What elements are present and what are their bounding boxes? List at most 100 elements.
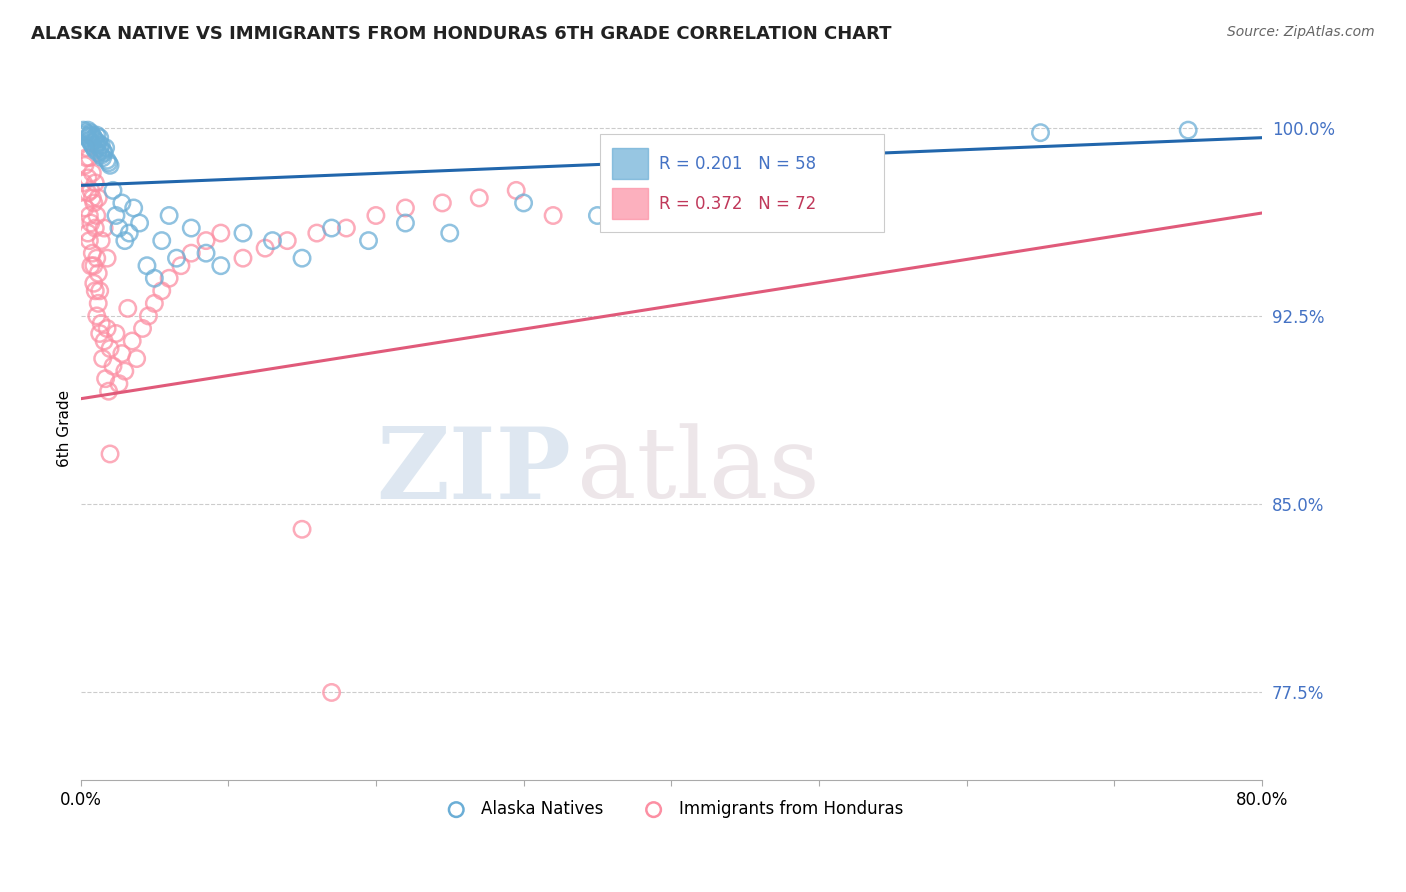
Point xyxy=(89,326,111,341)
Point xyxy=(291,251,314,265)
Point xyxy=(541,209,564,223)
Point xyxy=(77,226,100,240)
Point xyxy=(89,284,111,298)
Point xyxy=(209,226,232,240)
Point xyxy=(439,226,461,240)
Point xyxy=(195,246,218,260)
Point xyxy=(73,128,96,143)
Point xyxy=(82,191,104,205)
Point xyxy=(86,309,108,323)
Point xyxy=(83,130,105,145)
Point xyxy=(84,221,107,235)
Point xyxy=(83,141,105,155)
Text: R = 0.201   N = 58: R = 0.201 N = 58 xyxy=(659,155,817,173)
Point xyxy=(75,126,97,140)
Point xyxy=(468,191,491,205)
Point xyxy=(77,123,100,137)
Point xyxy=(97,384,120,399)
Point xyxy=(108,221,131,235)
Point xyxy=(91,151,114,165)
Point xyxy=(254,241,277,255)
Point xyxy=(79,234,101,248)
Point xyxy=(96,251,118,265)
Point xyxy=(79,209,101,223)
Point xyxy=(118,226,141,240)
Legend: Alaska Natives, Immigrants from Honduras: Alaska Natives, Immigrants from Honduras xyxy=(433,793,910,825)
Point xyxy=(232,226,254,240)
Point xyxy=(114,234,136,248)
Point xyxy=(305,226,328,240)
Point xyxy=(93,334,115,348)
Point xyxy=(82,128,104,143)
Point xyxy=(111,196,134,211)
Point xyxy=(394,216,416,230)
Point xyxy=(157,271,180,285)
Point xyxy=(98,342,121,356)
Point xyxy=(128,216,150,230)
Point xyxy=(91,351,114,366)
Point xyxy=(195,234,218,248)
Point xyxy=(98,158,121,172)
Point xyxy=(114,364,136,378)
Point xyxy=(80,136,103,150)
Point xyxy=(90,234,112,248)
Point xyxy=(143,271,166,285)
Point xyxy=(209,259,232,273)
Point xyxy=(150,234,173,248)
Point xyxy=(89,141,111,155)
Point xyxy=(83,277,105,291)
Bar xyxy=(612,188,648,219)
Point xyxy=(131,321,153,335)
Point xyxy=(335,221,357,235)
Point xyxy=(75,151,97,165)
Point xyxy=(87,136,110,150)
Point xyxy=(82,138,104,153)
Point xyxy=(83,196,105,211)
FancyBboxPatch shape xyxy=(600,134,884,232)
Point xyxy=(96,321,118,335)
Point xyxy=(364,209,387,223)
Text: R = 0.372   N = 72: R = 0.372 N = 72 xyxy=(659,195,817,213)
Point xyxy=(357,234,380,248)
Point xyxy=(86,138,108,153)
Point xyxy=(82,246,104,260)
Point xyxy=(87,145,110,160)
Point xyxy=(72,123,94,137)
Point xyxy=(75,141,97,155)
Point xyxy=(586,209,609,223)
Point xyxy=(98,447,121,461)
Point xyxy=(276,234,298,248)
Point xyxy=(93,221,115,235)
Point xyxy=(79,133,101,147)
Point xyxy=(96,153,118,168)
Point xyxy=(83,259,105,273)
Point xyxy=(87,266,110,280)
Point xyxy=(104,326,127,341)
Point xyxy=(291,522,314,536)
Point xyxy=(512,196,534,211)
Point xyxy=(157,209,180,223)
Point xyxy=(262,234,284,248)
Point xyxy=(84,143,107,157)
Point xyxy=(101,183,124,197)
Point xyxy=(82,166,104,180)
Point xyxy=(80,259,103,273)
Point xyxy=(1029,126,1052,140)
Point xyxy=(77,130,100,145)
Point xyxy=(72,176,94,190)
Y-axis label: 6th Grade: 6th Grade xyxy=(58,391,72,467)
Point xyxy=(87,191,110,205)
Text: ZIP: ZIP xyxy=(375,423,571,519)
Point xyxy=(93,145,115,160)
Point xyxy=(505,183,527,197)
Point xyxy=(90,317,112,331)
Point xyxy=(77,186,100,200)
Point xyxy=(1177,123,1199,137)
Point xyxy=(150,284,173,298)
Point xyxy=(94,141,117,155)
Point xyxy=(94,372,117,386)
Text: Source: ZipAtlas.com: Source: ZipAtlas.com xyxy=(1227,25,1375,39)
Point xyxy=(77,170,100,185)
Bar xyxy=(612,148,648,179)
Point xyxy=(90,148,112,162)
